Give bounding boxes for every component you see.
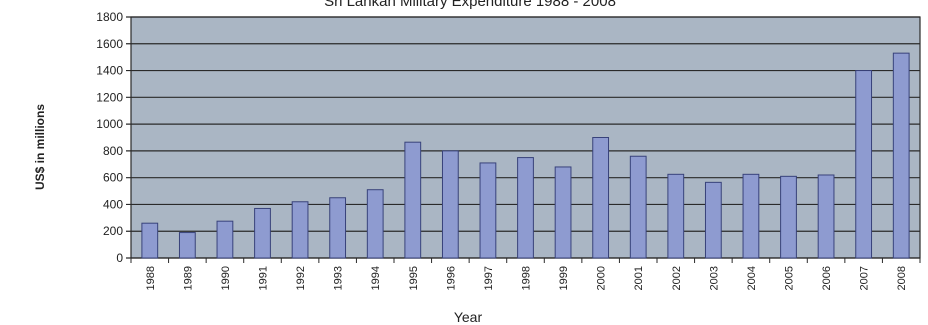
bar-1993 [329,197,347,259]
bar-1997 [479,162,497,259]
bar-2008 [892,52,910,259]
x-tick-label: 1990 [220,266,232,290]
bar-1990 [216,220,234,259]
y-tick-label: 1800 [96,10,123,24]
x-tick-label: 1996 [445,266,457,290]
bar-1988 [141,222,159,259]
chart-title: Sri Lankan Military Expenditure 1988 - 2… [324,0,616,10]
y-tick-label: 1400 [96,64,123,78]
x-tick-label: 2004 [746,266,758,290]
y-tick-label: 400 [103,197,123,211]
bar-2007 [855,70,873,259]
x-axis-ticks: 1988 1989 1990 1991 1992 1993 1994 1995 1996 1997… [130,258,921,290]
bar-1992 [291,201,309,259]
bar-2003 [704,181,722,259]
bar-1989 [178,232,196,259]
bar-2002 [667,173,685,259]
x-tick-label: 1997 [483,266,495,290]
x-axis-label: Year [454,309,483,325]
bar-2000 [592,137,610,259]
x-tick-label: 1988 [145,266,157,290]
x-tick-label: 2001 [633,266,645,290]
x-tick-label: 1999 [558,266,570,290]
bar-2004 [742,173,760,259]
y-tick-label: 1600 [96,37,123,51]
x-tick-label: 1991 [258,266,270,290]
bar-2001 [629,155,647,259]
y-tick-label: 1000 [96,117,123,131]
bar-1998 [517,157,534,259]
x-tick-label: 1995 [408,266,420,290]
y-axis-ticks: 0 200 400 600 800 1000 1200 1400 1600 1800 [96,10,123,265]
x-tick-label: 1989 [182,266,194,290]
x-tick-label: 2002 [671,266,683,290]
bar-1999 [554,166,572,259]
bar-1996 [441,150,459,259]
y-tick-label: 800 [103,144,123,158]
x-tick-label: 2006 [821,266,833,290]
x-tick-label: 2007 [859,266,871,290]
y-tick-label: 1200 [96,90,123,104]
bars [141,52,910,259]
bar-1995 [404,141,422,259]
x-tick-label: 1998 [521,266,533,290]
x-tick-label: 2000 [596,266,608,290]
y-tick-label: 600 [103,171,123,185]
y-tick-label: 200 [103,224,123,238]
y-tick-label: 0 [116,251,123,265]
x-tick-label: 1994 [370,266,382,290]
x-tick-label: 2008 [896,266,908,290]
x-tick-label: 1993 [333,266,345,290]
x-tick-label: 1992 [295,266,307,290]
bar-2005 [780,175,797,259]
y-axis-label: US$ in millions [33,104,47,190]
bar-1994 [366,189,384,259]
x-tick-label: 2003 [708,266,720,290]
bar-2006 [817,174,835,259]
x-tick-label: 2005 [784,266,796,290]
bar-1991 [254,207,271,259]
